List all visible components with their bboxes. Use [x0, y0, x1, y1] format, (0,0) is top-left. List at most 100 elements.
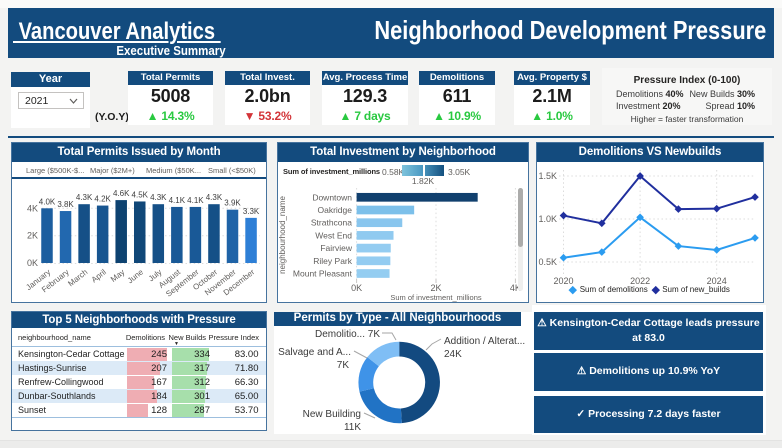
donut-slice[interactable]: [359, 387, 402, 423]
cell-neighbourhood: Hastings-Sunrise: [18, 363, 87, 373]
investment-bar[interactable]: [356, 192, 478, 202]
kpi-delta-text: 7 days: [354, 109, 391, 123]
permits-by-month-title: Total Permits Issued by Month: [12, 143, 266, 162]
investment-bar[interactable]: [356, 218, 403, 228]
pressure-weight-newbuilds: New Builds 30%: [689, 89, 755, 99]
data-point-marker[interactable]: [751, 193, 759, 201]
legend-separator: [12, 177, 266, 179]
category-label: Riley Park: [313, 256, 352, 266]
chart-scrollbar-thumb[interactable]: [518, 188, 523, 247]
month-bar[interactable]: [115, 200, 127, 263]
section-divider: [8, 136, 774, 138]
legend-item-label: Sum of new_builds: [662, 285, 730, 294]
kpi-title: Avg. Process Time: [322, 71, 408, 85]
permits-by-type-title: Permits by Type - All Neighbourhoods: [274, 312, 521, 326]
pressure-weight-investment: Investment 20%: [616, 101, 681, 111]
column-header-name[interactable]: neighbourhood_name: [18, 333, 91, 342]
legend-item-medium[interactable]: Medium ($50K...: [146, 166, 202, 175]
table-row[interactable]: Renfrew-Collingwood 167 312 66.30: [12, 375, 266, 389]
cell-pressure: 66.30: [234, 377, 259, 388]
legend-item-sum-of-demolitions[interactable]: Sum of demolitions: [569, 285, 648, 294]
chart-scrollbar[interactable]: [518, 188, 523, 291]
legend-item-major[interactable]: Major ($2M+): [90, 166, 135, 175]
slice-label: 11K: [344, 422, 361, 433]
gradient-legend-mid: 1.82K: [411, 176, 435, 186]
y-axis-label: 4K: [27, 203, 38, 213]
column-header-pressure[interactable]: Pressure Index: [208, 333, 259, 342]
permits-by-type-chart[interactable]: Addition / Alterat... 24K New Building 11K S…: [274, 326, 534, 434]
table-row[interactable]: Dunbar-Southlands 184 301 65.00: [12, 389, 266, 403]
data-point-marker[interactable]: [559, 253, 568, 262]
table-header-separator: [12, 346, 266, 347]
table-row[interactable]: Hastings-Sunrise 207 317 71.80: [12, 361, 266, 375]
series-line[interactable]: [563, 174, 756, 225]
x-axis-label: 2020: [553, 276, 573, 284]
cell-pressure: 71.80: [234, 363, 259, 374]
legend-item-small[interactable]: Small (<$50K): [208, 166, 256, 175]
investment-bar[interactable]: [356, 269, 390, 278]
investment-by-neighborhood-chart[interactable]: 0K 2K 4K Downtown Oakridge Strathcona West End…: [278, 186, 528, 303]
cell-pressure: 65.00: [234, 391, 259, 402]
investment-bar[interactable]: [356, 256, 391, 266]
month-bar[interactable]: [78, 204, 90, 263]
month-bar[interactable]: [152, 204, 165, 263]
investment-bar[interactable]: [356, 231, 394, 240]
permits-by-month-card: Total Permits Issued by Month Large ($50…: [11, 142, 267, 303]
legend-diamond-icon: [651, 285, 660, 294]
cell-demolitions: 128: [151, 405, 167, 416]
table-row[interactable]: Kensington-Cedar Cottage 245 334 83.00: [12, 347, 266, 361]
bar-value-label: 3.3K: [243, 207, 260, 216]
data-point-marker[interactable]: [751, 234, 759, 242]
cell-pressure: 53.70: [234, 405, 259, 416]
cell-newbuilds: 312: [194, 377, 210, 388]
month-bar[interactable]: [96, 205, 109, 263]
data-point-marker[interactable]: [559, 211, 568, 220]
check-icon: ✓: [576, 407, 586, 420]
insight-line1: ⚠ Demolitions up 10.9% YoY: [577, 364, 720, 379]
donut-slice[interactable]: [358, 356, 379, 392]
month-bar[interactable]: [171, 206, 183, 263]
gradient-legend-label: Sum of investment_millions: [283, 167, 381, 176]
table-row[interactable]: Sunset 128 287 53.70: [12, 403, 266, 417]
month-bar[interactable]: [189, 206, 202, 263]
bar-value-label: 4.2K: [94, 195, 111, 204]
slice-label: 24K: [444, 349, 462, 360]
permits-by-month-chart[interactable]: 0K2K4K4.0KJanuary3.8KFebruary4.3KMarch4.…: [12, 180, 266, 304]
insight-line2: at 83.0: [632, 332, 665, 344]
donut-slice[interactable]: [399, 341, 440, 423]
newbuilds-data-bar: [171, 389, 206, 403]
series-line[interactable]: [563, 215, 756, 259]
month-bar[interactable]: [226, 209, 239, 263]
month-bar[interactable]: [59, 211, 72, 263]
month-bar[interactable]: [41, 208, 53, 263]
x-axis-label: 4K: [510, 283, 521, 293]
x-axis-label: 2022: [630, 276, 650, 284]
pressure-weight-value: 30%: [736, 88, 755, 99]
category-label: Strathcona: [311, 218, 352, 228]
category-label: Downtown: [312, 192, 352, 202]
kpi-card-avg-property-: Avg. Property $2.1M ▲ 1.0%: [514, 71, 590, 125]
demolitions-vs-newbuilds-chart[interactable]: 1.5K 1.0K 0.5K 2020 2022 2024: [537, 162, 763, 284]
legend-item-sum-of-new-builds[interactable]: Sum of new_builds: [651, 285, 730, 294]
slice-label: Salvage and A...: [278, 347, 351, 358]
year-dropdown[interactable]: 2021: [18, 92, 84, 109]
month-bar[interactable]: [134, 201, 146, 263]
data-point-marker[interactable]: [712, 204, 721, 213]
bar-value-label: 3.9K: [224, 199, 241, 208]
column-header-newbuilds[interactable]: New Builds: [168, 333, 206, 342]
warning-icon: ⚠: [576, 365, 587, 378]
insights-panel: ⚠ Kensington-Cedar Cottage leads pressur…: [532, 305, 766, 435]
data-point-marker[interactable]: [712, 246, 721, 254]
x-axis-label: 2024: [707, 276, 727, 284]
yoy-label: (Y.O.Y): [95, 111, 129, 123]
top5-table-title: Top 5 Neighborhoods with Pressure: [12, 312, 266, 328]
month-bar[interactable]: [208, 204, 220, 263]
x-axis-label: June: [126, 267, 146, 285]
legend-item-large[interactable]: Large ($500K-$...: [26, 166, 85, 175]
donut-slice[interactable]: [367, 341, 400, 366]
column-header-demolitions[interactable]: Demolitions: [125, 333, 165, 342]
month-bar[interactable]: [245, 217, 257, 263]
investment-bar[interactable]: [356, 243, 391, 253]
insight-line1: ✓ Processing 7.2 days faster: [576, 407, 720, 422]
investment-bar[interactable]: [356, 205, 415, 215]
